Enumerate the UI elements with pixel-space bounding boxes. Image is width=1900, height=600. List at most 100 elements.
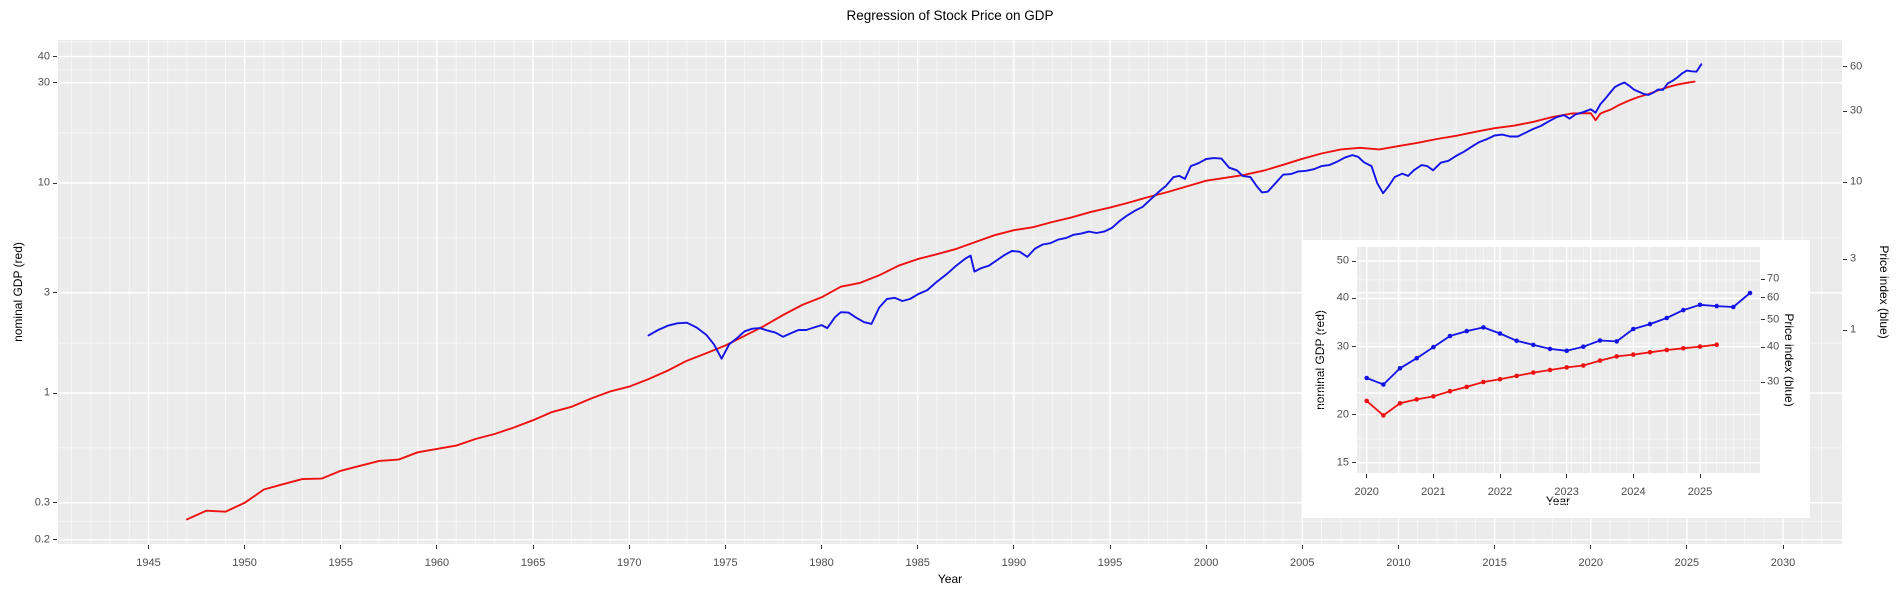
main-y-left-tick-label: 3 [43,286,50,299]
main-x-tick-label: 1945 [136,557,161,569]
inset-y-left-tick [1352,346,1356,348]
main-y-left-tick-label: 1 [43,386,50,399]
main-x-tick-label: 1970 [617,557,642,569]
main-plot-layer [58,40,1842,544]
inset-x-tick [1632,474,1634,478]
main-x-tick-label: 2000 [1193,557,1219,569]
inset-y-left-tick [1352,260,1356,262]
inset-x-tick-label: 2024 [1621,486,1646,498]
series-line-gdp-red [186,80,1696,521]
inset-y-right-tick-label: 60 [1767,291,1780,304]
main-x-axis-title: Year [937,572,963,586]
main-x-tick-label: 2020 [1578,557,1603,569]
main-x-tick-label: 2005 [1290,557,1315,569]
inset-x-tick [1566,474,1568,478]
series-line-gdp-red [1365,343,1718,417]
main-x-tick [436,545,438,549]
main-y-right-tick-label: 10 [1850,175,1863,188]
series-line-price-blue [647,63,1703,360]
main-y-left-tick [53,539,57,541]
main-x-tick [148,545,149,549]
main-x-tick-label: 1960 [424,557,450,569]
main-x-tick [1013,545,1015,549]
main-x-tick-label: 2025 [1674,557,1700,569]
inset-plot-layer [1357,247,1760,473]
main-y-left-tick-label: 30 [37,76,50,89]
main-x-tick [1397,545,1399,549]
main-y-right-tick [1843,181,1847,183]
main-x-tick [1205,545,1207,549]
inset-y-right-tick-label: 30 [1767,375,1780,388]
main-x-tick-label: 1985 [905,557,930,569]
main-x-tick-label: 1980 [809,557,834,569]
main-y-right-tick-label: 1 [1850,323,1857,336]
main-y-left-axis-title: nominal GDP (red) [11,242,25,342]
main-y-right-tick [1843,258,1847,260]
main-x-tick-label: 2030 [1770,557,1796,569]
main-x-tick [821,545,823,549]
inset-x-tick-label: 2022 [1487,486,1513,498]
series-line-price-blue [1365,292,1751,386]
inset-plot-panel [1357,247,1760,473]
inset-y-left-tick-label: 50 [1336,254,1349,267]
inset-x-tick [1499,474,1501,478]
main-y-left-tick-label: 10 [37,176,50,189]
inset-y-left-tick-label: 20 [1336,408,1349,421]
inset-y-left-tick-label: 40 [1336,291,1349,304]
main-y-left-tick [53,292,57,294]
main-y-left-tick [53,56,57,58]
inset-y-left-tick-label: 30 [1336,340,1349,353]
inset-y-right-tick-label: 50 [1767,313,1780,326]
inset-x-tick-label: 2021 [1421,486,1446,498]
main-y-right-tick [1843,329,1847,331]
main-y-right-tick [1843,66,1847,68]
main-y-left-tick-label: 0.3 [34,496,50,509]
main-x-tick [628,545,630,549]
inset-x-tick [1366,474,1368,478]
main-x-tick-label: 1965 [520,557,546,569]
main-y-left-tick [53,392,57,394]
inset-x-tick [1699,474,1701,478]
main-x-tick [1686,545,1688,549]
main-x-tick [724,545,726,549]
main-y-right-tick-label: 3 [1850,252,1857,265]
inset-y-left-tick-label: 15 [1336,456,1349,469]
main-x-tick-label: 1975 [713,557,738,569]
inset-y-right-tick [1761,346,1765,348]
main-y-right-axis-title: Price index (blue) [1877,245,1891,339]
main-y-left-tick [53,82,57,84]
inset-y-right-tick [1761,297,1765,299]
main-x-tick-label: 1995 [1097,557,1123,569]
main-x-tick [917,545,919,549]
main-y-right-tick [1843,110,1847,112]
main-x-tick-label: 2010 [1386,557,1411,569]
main-x-tick [532,545,534,549]
inset-y-right-tick-label: 40 [1767,340,1780,353]
main-x-tick-label: 1955 [328,557,354,569]
main-x-tick-label: 1990 [1001,557,1027,569]
inset-y-right-tick [1761,381,1765,383]
main-x-tick [1494,545,1496,549]
main-x-tick-label: 2015 [1482,557,1507,569]
chart-title: Regression of Stock Price on GDP [846,8,1054,23]
main-x-tick [1590,545,1592,549]
main-y-left-tick-label: 0.2 [34,533,50,546]
inset-x-tick-label: 2025 [1687,486,1713,498]
inset-x-tick [1432,474,1434,478]
inset-y-right-tick [1761,319,1765,321]
main-y-left-tick [53,182,57,184]
main-x-tick [244,545,246,549]
inset-x-tick-label: 2020 [1354,486,1379,498]
inset-x-tick-label: 2023 [1554,486,1579,498]
inset-y-right-tick-label: 70 [1767,272,1780,285]
main-x-tick [1109,545,1111,549]
main-y-left-tick [53,502,57,504]
main-y-right-tick-label: 60 [1850,60,1863,73]
inset-y-left-tick [1352,462,1356,464]
inset-y-right-tick [1761,278,1765,280]
main-x-tick [1301,545,1303,549]
inset-y-left-tick [1352,297,1356,299]
main-x-tick-label: 1950 [232,557,257,569]
main-x-tick [340,545,342,549]
